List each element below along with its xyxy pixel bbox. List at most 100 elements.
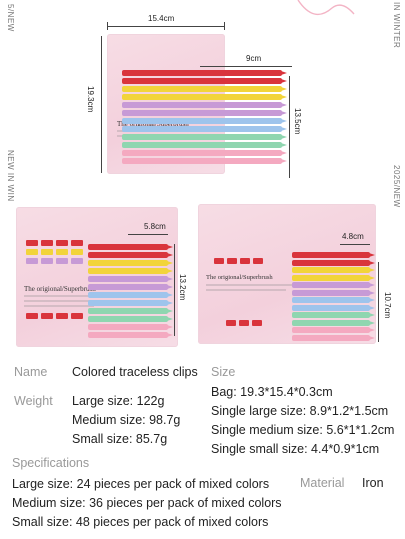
large-hair-clip [122,70,287,76]
bag-height-dim-line [101,36,102,173]
large-hair-clip [122,86,287,92]
small-clip-width-dim-line [340,244,370,245]
medium-hair-clip [88,276,173,282]
bag-width-dim-line [107,26,225,27]
name-label: Name [14,365,48,379]
small-hair-clip [292,289,375,296]
medium-clip-height-label: 13.2cm [178,274,187,301]
large-hair-clip [122,102,287,108]
small-hair-clip-stack [214,258,224,264]
large-hair-clip [122,142,287,148]
medium-hair-clip [88,292,173,298]
medium-hair-clip [88,284,173,290]
side-text-right-top: IN WINTER [392,2,401,49]
small-hair-clip-stack [226,320,236,326]
medium-hair-clip-stack [56,249,68,255]
small-hair-clip [292,282,375,288]
medium-hair-clip [88,244,173,250]
small-clip-width-label: 4.8cm [342,232,364,241]
medium-hair-clip-stack [71,258,83,264]
medium-hair-clip-stack [71,240,83,246]
medium-hair-clip [88,300,173,306]
medium-clip-height-dim-line [174,244,175,336]
small-hair-clip [292,312,375,318]
small-hair-clip [292,319,375,326]
small-hair-clip-stack [240,258,250,264]
large-hair-clip [122,134,287,140]
small-clip-height-dim-line [378,262,379,342]
material-label: Material [300,476,345,490]
small-hair-clip-stack [252,320,262,326]
large-hair-clip [122,110,287,116]
small-hair-clip [292,297,375,303]
weight-line: Small size: 85.7g [72,432,168,446]
medium-hair-clip [88,332,173,338]
small-hair-clip-stack [253,258,263,264]
small-hair-clip [292,274,375,281]
large-hair-clip [122,118,287,124]
medium-hair-clip-stack [26,240,38,246]
large-hair-clip [122,78,287,84]
medium-hair-clip-stack [41,240,53,246]
decorative-swirl-icon [297,0,355,16]
medium-hair-clip [88,324,173,330]
large-hair-clip [122,126,287,132]
medium-hair-clip-stack [41,313,53,319]
weight-line: Large size: 122g [72,394,165,408]
side-text-left-mid: NEW IN WIN [6,150,15,202]
small-hair-clip-stack [227,258,237,264]
medium-clip-width-dim-line [128,234,168,235]
side-text-left-top: 5/NEW [6,4,15,32]
medium-hair-clip-stack [71,313,83,319]
small-hair-clip [292,304,375,311]
bag-width-label: 15.4cm [148,14,175,23]
medium-hair-clip-stack [26,313,38,319]
weight-label: Weight [14,394,53,408]
size-line: Single medium size: 5.6*1*1.2cm [211,423,395,437]
medium-hair-clip-stack [26,249,38,255]
specifications-label: Specifications [12,456,90,470]
bag-width-dim-tick [224,22,225,30]
medium-hair-clip [88,252,173,258]
medium-hair-clip-stack [26,258,38,264]
medium-hair-clip-stack [56,240,68,246]
medium-hair-clip [88,308,173,314]
small-hair-clip [292,259,375,266]
medium-hair-clip-stack [56,313,68,319]
medium-hair-clip [88,316,173,322]
spec-line: Large size: 24 pieces per pack of mixed … [12,477,270,491]
large-clip-length-dim-line [200,66,292,67]
medium-clip-width-label: 5.8cm [144,222,166,231]
size-line: Single small size: 4.4*0.9*1cm [211,442,380,456]
medium-hair-clip-stack [56,258,68,264]
medium-hair-clip [88,260,173,266]
large-clip-height-label: 13.5cm [293,108,302,135]
large-hair-clip [122,150,287,156]
weight-line: Medium size: 98.7g [72,413,181,427]
size-line: Single large size: 8.9*1.2*1.5cm [211,404,389,418]
large-hair-clip [122,94,287,100]
name-value: Colored traceless clips [72,365,198,379]
bag-height-label: 19.3cm [86,86,95,113]
size-line: Bag: 19.3*15.4*0.3cm [211,385,333,399]
small-hair-clip [292,334,375,341]
size-label: Size [211,365,236,379]
small-hair-clip [292,327,375,333]
medium-hair-clip-stack [41,258,53,264]
small-hair-clip [292,267,375,273]
bag-width-dim-tick [107,22,108,30]
spec-line: Medium size: 36 pieces per pack of mixed… [12,496,282,510]
bag-brand-label: The origional/Superbrush [117,120,189,128]
medium-hair-clip-stack [71,249,83,255]
spec-line: Small size: 48 pieces per pack of mixed … [12,515,269,529]
medium-hair-clip-stack [41,249,53,255]
material-value: Iron [362,476,384,490]
large-clip-length-label: 9cm [246,54,262,63]
bag-brand-label: The origional/Superbrush [24,285,96,293]
medium-hair-clip [88,268,173,274]
small-hair-clip [292,252,375,258]
small-clip-height-label: 10.7cm [383,292,392,319]
large-hair-clip [122,158,287,164]
side-text-right-mid: 2025/NEW [392,165,401,208]
bag-brand-label: The origional/Superbrush [206,274,273,281]
